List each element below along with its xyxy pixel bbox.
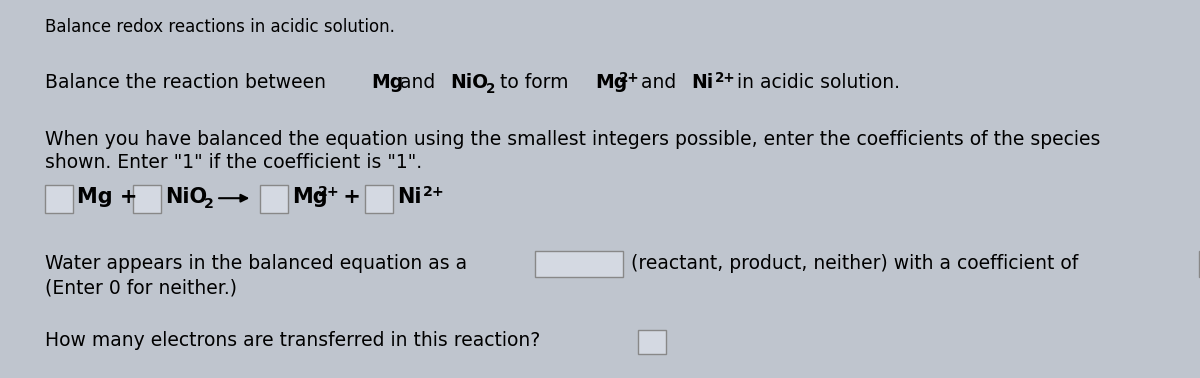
Text: 2+: 2+ (318, 185, 340, 199)
Bar (46, 185, 73, 213)
Text: Mg +: Mg + (77, 187, 138, 207)
Text: Water appears in the balanced equation as a: Water appears in the balanced equation a… (46, 254, 467, 273)
Text: Ni: Ni (397, 187, 422, 207)
Text: NiO: NiO (164, 187, 206, 207)
Text: 2: 2 (486, 82, 496, 96)
Text: in acidic solution.: in acidic solution. (732, 73, 900, 92)
Text: Ni: Ni (691, 73, 714, 92)
Text: and: and (635, 73, 683, 92)
Text: Mg: Mg (371, 73, 403, 92)
Text: to form: to form (494, 73, 575, 92)
Bar (535, 251, 623, 277)
Text: 2+: 2+ (715, 71, 736, 85)
Text: Mg: Mg (595, 73, 628, 92)
Text: and: and (395, 73, 442, 92)
Text: 2+: 2+ (424, 185, 445, 199)
Bar (260, 185, 288, 213)
Text: NiO: NiO (451, 73, 488, 92)
Bar (133, 185, 161, 213)
Text: How many electrons are transferred in this reaction?: How many electrons are transferred in th… (46, 331, 540, 350)
Text: shown. Enter "1" if the coefficient is "1".: shown. Enter "1" if the coefficient is "… (46, 153, 422, 172)
Text: +: + (336, 187, 360, 207)
Text: 2+: 2+ (618, 71, 640, 85)
Text: (Enter 0 for neither.): (Enter 0 for neither.) (46, 278, 238, 297)
Text: Balance redox reactions in acidic solution.: Balance redox reactions in acidic soluti… (46, 18, 395, 36)
Text: 2: 2 (204, 197, 214, 211)
Text: Balance the reaction between: Balance the reaction between (46, 73, 332, 92)
Text: Mg: Mg (293, 187, 328, 207)
Text: When you have balanced the equation using the smallest integers possible, enter : When you have balanced the equation usin… (46, 130, 1100, 149)
Bar (638, 330, 666, 354)
Text: (reactant, product, neither) with a coefficient of: (reactant, product, neither) with a coef… (631, 254, 1078, 273)
Bar (366, 185, 394, 213)
